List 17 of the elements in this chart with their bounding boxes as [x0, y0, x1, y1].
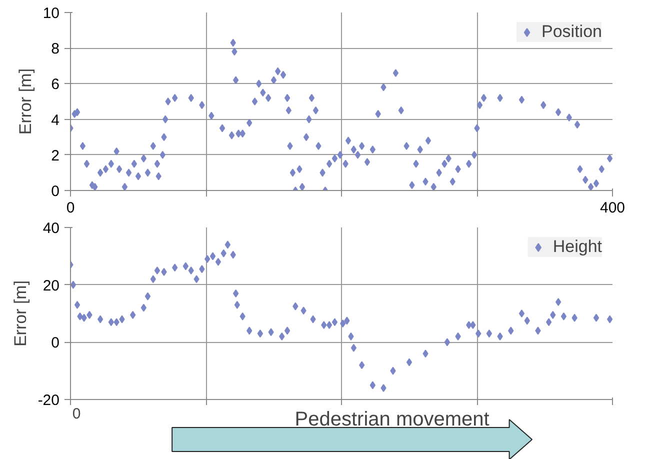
text: Pedestrian movement: [294, 408, 490, 430]
y-tick-label: 20: [42, 277, 60, 294]
y-tick-label: 0: [51, 183, 60, 200]
y-tick-label: -20: [38, 392, 60, 409]
legend-label: Position: [542, 22, 602, 42]
y-tick-label: 4: [51, 112, 60, 129]
y-tick-label: 8: [51, 40, 60, 58]
y-tick-label: 2: [51, 147, 60, 164]
y-tick-label: 10: [42, 5, 60, 22]
y-axis-title: Error [m]: [16, 68, 35, 135]
y-axis-title: Error [m]: [10, 280, 30, 347]
y-tick-label: 6: [51, 76, 60, 94]
legend-label: Height: [552, 237, 602, 257]
y-tick-label: 0: [51, 334, 60, 352]
text: 0: [72, 406, 81, 422]
x-tick-label: 400: [600, 200, 626, 216]
y-tick-label: 40: [42, 220, 60, 237]
